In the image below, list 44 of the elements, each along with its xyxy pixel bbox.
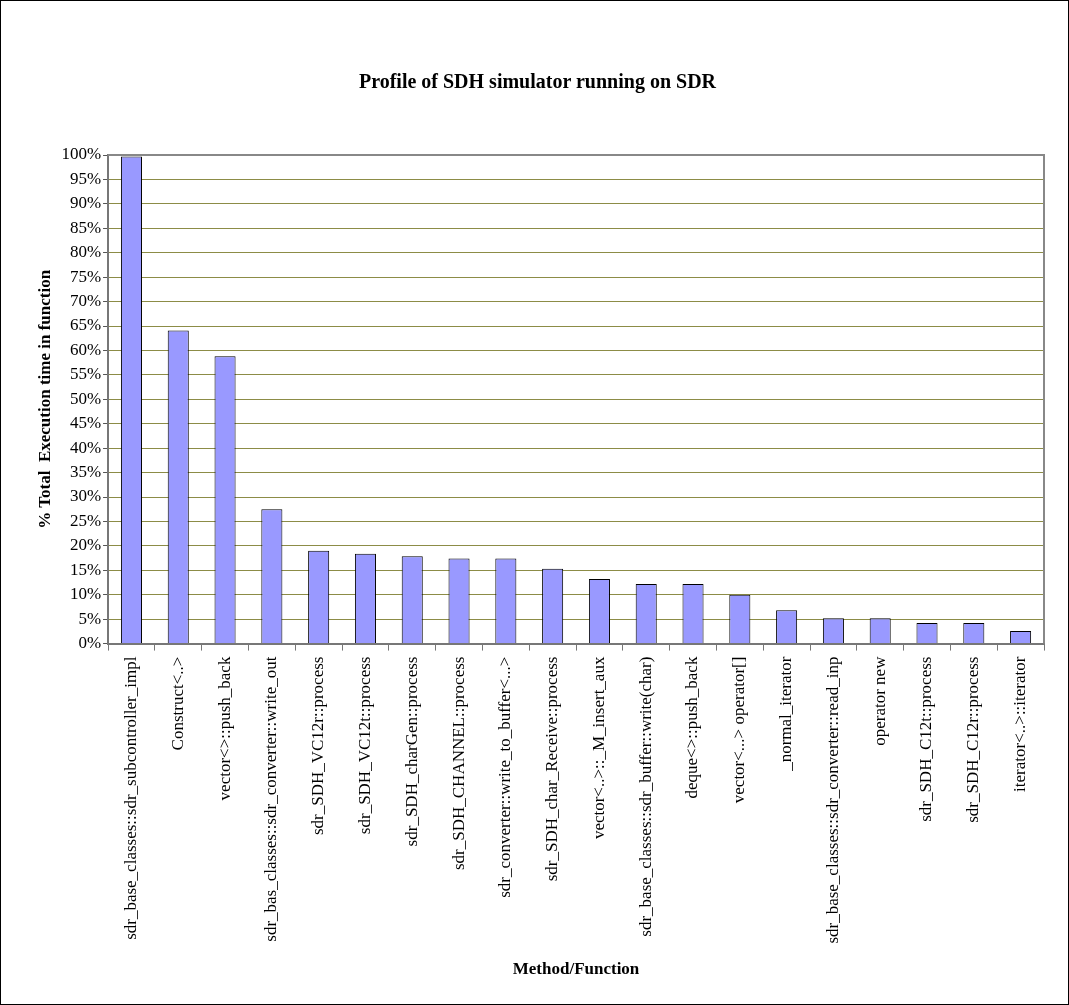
x-tick-label: sdr_base_classes::sdr_subcontroller_impl xyxy=(120,656,140,940)
x-tick-label: sdr_SDH_CHANNEL::process xyxy=(448,656,468,871)
y-tick-label: 35% xyxy=(69,462,102,482)
x-tick-label: sdr_SDH_VC12r::process xyxy=(308,656,328,836)
x-tick-label: vector<>::push_back xyxy=(214,656,234,801)
x-tick-label: operator new xyxy=(869,655,889,746)
y-tick-label: 45% xyxy=(69,413,102,433)
x-tick-label: Construct<..> xyxy=(167,656,187,751)
x-tick-label: _normal_iterator xyxy=(776,656,796,772)
x-tick-label: sdr_SDH_char_Receive::process xyxy=(542,656,562,882)
y-tick-label: 20% xyxy=(69,535,102,555)
y-tick-label: 60% xyxy=(69,339,102,359)
y-tick-label: 55% xyxy=(69,364,102,384)
y-tick-label: 40% xyxy=(69,437,102,457)
x-tick-label: deque<>::push_back xyxy=(682,656,702,799)
chart-title: Profile of SDH simulator running on SDR xyxy=(358,70,717,94)
y-tick-label: 70% xyxy=(69,291,102,311)
y-tick-label: 5% xyxy=(78,608,102,628)
x-tick-label: sdr_SDH_C12r::process xyxy=(963,656,983,823)
y-tick-label: 90% xyxy=(69,193,102,213)
x-tick-label: iterator<..>::iterator xyxy=(1010,656,1030,792)
x-tick-label: sdr_SDH_VC12t::process xyxy=(354,656,374,835)
x-tick-label: sdr_bas_classes::sdr_converter::write_out xyxy=(261,656,281,942)
x-tick-label: vector<...> operator[] xyxy=(729,656,749,804)
y-tick-label: 100% xyxy=(61,144,102,164)
x-tick-label: sdr_SDH_charGen::process xyxy=(401,656,421,847)
y-tick-label: 30% xyxy=(69,486,102,506)
y-tick-label: 50% xyxy=(69,388,102,408)
y-tick-label: 15% xyxy=(69,559,102,579)
y-tick-label: 65% xyxy=(69,315,102,335)
x-tick-label: sdr_base_classes::sdr_converter::read_inp xyxy=(822,656,842,944)
y-tick-label: 75% xyxy=(69,266,102,286)
x-axis-title: Method/Function xyxy=(512,959,640,979)
y-tick-label: 85% xyxy=(69,217,102,237)
y-tick-label: 25% xyxy=(69,510,102,530)
x-tick-label: vector<..>::_M_insert_aux xyxy=(588,656,608,840)
x-tick-label: sdr_base_classes::sdr_buffer::write(char) xyxy=(635,656,655,937)
y-tick-label: 80% xyxy=(69,242,102,262)
y-tick-label: 0% xyxy=(78,633,102,653)
y-tick-label: 10% xyxy=(69,584,102,604)
y-axis-title: % Total Execution time in function xyxy=(34,269,54,529)
x-tick-label: sdr_converter::write_to_buffer<...> xyxy=(495,656,515,898)
y-tick-label: 95% xyxy=(69,168,102,188)
x-tick-label: sdr_SDH_C12t::process xyxy=(916,656,936,822)
